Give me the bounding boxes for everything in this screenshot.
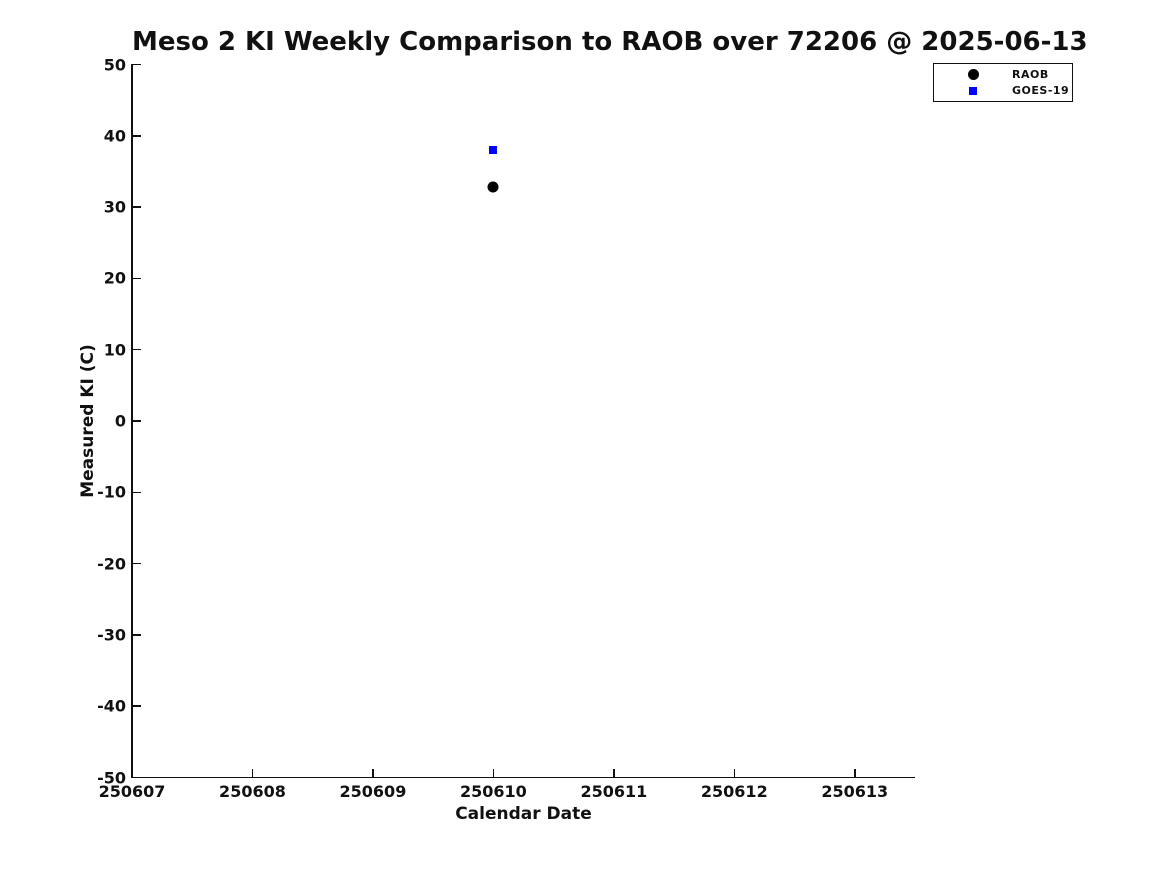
y-tick-mark: [132, 776, 141, 779]
x-tick-mark: [492, 768, 495, 778]
chart-title: Meso 2 KI Weekly Comparison to RAOB over…: [132, 27, 1088, 57]
legend-label-goes19: GOES-19: [1012, 84, 1070, 98]
y-tick-label: -30: [97, 625, 126, 645]
data-point-raob: [487, 181, 499, 193]
y-tick-label: -20: [97, 554, 126, 574]
x-tick-mark: [853, 768, 856, 778]
y-tick-mark: [132, 277, 141, 280]
legend-marker-cell: [934, 86, 1012, 95]
y-tick-label: 30: [103, 197, 126, 217]
goes19-square-icon: [969, 86, 977, 95]
x-tick-mark: [733, 768, 736, 778]
y-tick-label: 0: [114, 411, 126, 431]
x-tick-label: 250607: [98, 782, 166, 801]
raob-circle-icon: [967, 68, 979, 80]
y-tick-label: 40: [103, 126, 126, 146]
x-tick-mark: [251, 768, 254, 778]
y-tick-label: 50: [103, 55, 126, 74]
y-tick-mark: [132, 63, 141, 66]
y-tick-label: -50: [97, 768, 126, 787]
x-tick-label: 250608: [219, 782, 286, 801]
x-tick-label: 250610: [459, 782, 527, 801]
legend-item-goes19: GOES-19: [934, 83, 1072, 98]
y-tick-label: 20: [103, 268, 126, 288]
y-axis-spine: [131, 64, 133, 778]
x-tick-mark: [131, 768, 133, 778]
x-tick-label: 250613: [821, 782, 889, 801]
y-tick-mark: [132, 135, 141, 137]
legend-item-raob: RAOB: [934, 67, 1072, 82]
y-tick-label: -10: [97, 482, 126, 502]
x-tick-label: 250611: [580, 782, 648, 801]
y-tick-mark: [132, 420, 141, 422]
data-point-goes-19: [489, 146, 498, 155]
y-tick-mark: [132, 206, 141, 208]
y-tick-mark: [132, 634, 141, 636]
y-tick-mark: [132, 705, 141, 707]
y-tick-mark: [132, 491, 141, 494]
y-tick-label: -40: [97, 696, 126, 716]
y-tick-label: 10: [103, 340, 126, 360]
x-tick-label: 250609: [339, 782, 407, 801]
legend-marker-cell: [934, 68, 1012, 80]
y-axis-label: Measured KI (C): [78, 344, 98, 498]
x-axis-spine: [131, 776, 915, 779]
x-tick-label: 250612: [700, 782, 768, 801]
x-tick-mark: [613, 768, 615, 778]
x-axis-label: Calendar Date: [455, 804, 592, 824]
y-tick-mark: [132, 348, 141, 351]
legend: RAOB GOES-19: [933, 63, 1073, 102]
legend-label-raob: RAOB: [1012, 67, 1049, 81]
y-tick-mark: [132, 562, 141, 565]
x-tick-mark: [372, 768, 374, 778]
